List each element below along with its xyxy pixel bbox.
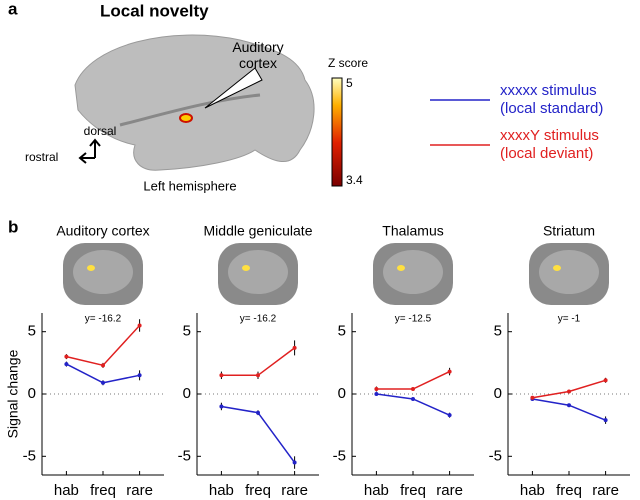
- x-tick-label: hab: [520, 482, 545, 499]
- chart-title: Middle geniculate: [204, 223, 313, 239]
- colorbar-max: 5: [346, 76, 353, 90]
- point: [137, 373, 142, 378]
- hemisphere-label: Left hemisphere: [143, 178, 236, 193]
- point: [447, 369, 452, 374]
- colorbar: [331, 77, 343, 187]
- sulcus: [119, 93, 261, 127]
- point: [256, 410, 260, 415]
- point: [530, 395, 535, 400]
- series-line: [376, 370, 450, 390]
- y-tick-label: 5: [338, 323, 346, 340]
- region-label: Auditory cortex: [232, 39, 283, 71]
- point: [256, 373, 260, 378]
- x-tick-label: hab: [54, 482, 79, 499]
- slice-label: y= -16.2: [240, 314, 277, 325]
- point: [374, 392, 379, 396]
- rostral-label: rostral: [25, 150, 58, 164]
- point: [292, 345, 297, 350]
- slice-detail: [383, 250, 443, 294]
- point: [447, 413, 452, 418]
- point: [567, 389, 571, 394]
- y-tick-label: 5: [28, 323, 36, 340]
- y-axis-label: Signal change: [5, 349, 21, 438]
- point: [567, 403, 571, 408]
- y-tick-label: 0: [183, 385, 191, 402]
- point: [219, 373, 224, 378]
- point: [137, 323, 142, 328]
- point: [101, 363, 105, 368]
- point: [64, 362, 69, 367]
- slice-label: y= -12.5: [395, 314, 432, 325]
- point: [219, 404, 224, 409]
- y-tick-label: 5: [494, 323, 502, 340]
- series-line: [221, 347, 296, 377]
- y-tick-label: -5: [489, 447, 502, 464]
- x-tick-label: freq: [400, 482, 426, 499]
- slice-label: y= -1: [558, 314, 581, 325]
- point: [411, 396, 415, 401]
- legend-entry: xxxxx stimulus (local standard): [500, 82, 604, 117]
- panel-label: a: [8, 0, 18, 18]
- x-tick-label: hab: [364, 482, 389, 499]
- y-tick-label: 0: [494, 385, 502, 402]
- x-tick-label: rare: [281, 482, 308, 499]
- point: [603, 378, 608, 383]
- chart-title: Auditory cortex: [56, 223, 149, 239]
- brain-surface: [74, 34, 315, 171]
- x-tick-label: rare: [126, 482, 153, 499]
- y-tick-label: -5: [178, 447, 191, 464]
- orientation-arrows: [78, 138, 101, 164]
- point: [64, 354, 69, 359]
- slice-activation: [553, 265, 561, 271]
- x-tick-label: freq: [556, 482, 582, 499]
- activation: [179, 113, 193, 123]
- slice-label: y= -16.2: [85, 314, 122, 325]
- slice-activation: [87, 265, 95, 271]
- y-tick-label: 0: [28, 385, 36, 402]
- colorbar-title: Z score: [328, 56, 368, 70]
- colorbar-min: 3.4: [346, 173, 363, 187]
- slice-detail: [539, 250, 599, 294]
- x-tick-label: hab: [209, 482, 234, 499]
- chart-title: Thalamus: [382, 223, 443, 239]
- y-tick-label: -5: [333, 447, 346, 464]
- series-line: [66, 324, 141, 367]
- point: [101, 380, 105, 385]
- point: [411, 387, 415, 392]
- y-tick-label: -5: [23, 447, 36, 464]
- series-line: [532, 379, 606, 399]
- x-tick-label: freq: [90, 482, 116, 499]
- panel-title: Local novelty: [100, 1, 209, 20]
- y-tick-label: 0: [338, 385, 346, 402]
- slice-activation: [242, 265, 250, 271]
- pointer: [204, 67, 263, 109]
- legend-entry: xxxxY stimulus (local deviant): [500, 127, 599, 162]
- panel-label: b: [8, 217, 18, 236]
- slice-detail: [73, 250, 133, 294]
- point: [374, 387, 379, 392]
- y-tick-label: 5: [183, 323, 191, 340]
- x-tick-label: rare: [436, 482, 463, 499]
- point: [603, 418, 608, 423]
- x-tick-label: freq: [245, 482, 271, 499]
- series-line: [532, 398, 606, 421]
- slice-detail: [228, 250, 288, 294]
- slice-activation: [397, 265, 405, 271]
- x-tick-label: rare: [592, 482, 619, 499]
- point: [292, 460, 297, 465]
- chart-title: Striatum: [543, 223, 595, 239]
- dorsal-label: dorsal: [84, 124, 117, 138]
